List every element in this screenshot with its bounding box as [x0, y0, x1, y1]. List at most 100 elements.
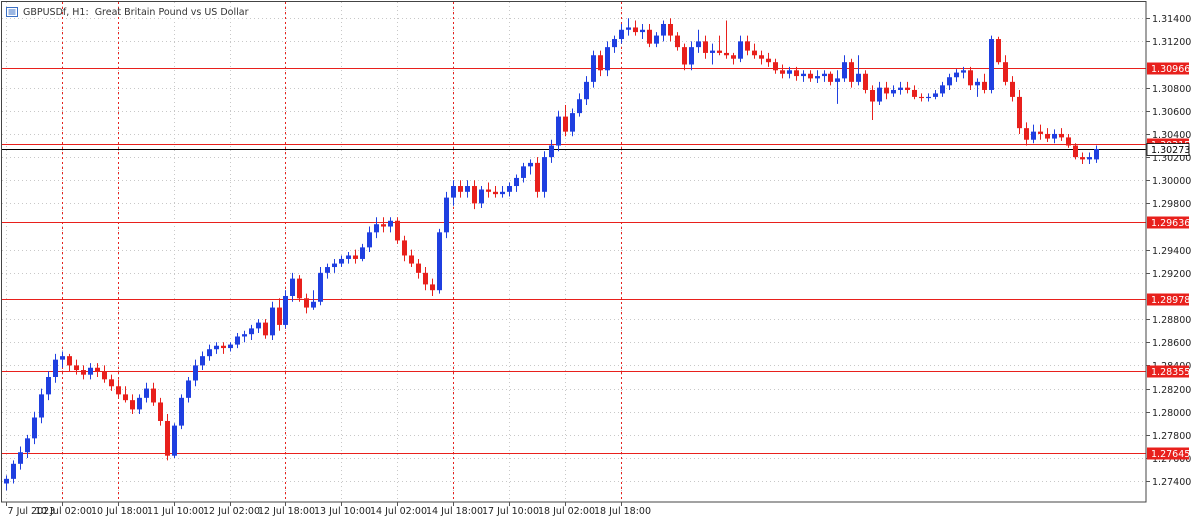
candle-body — [849, 62, 854, 82]
chart-header: GBPUSDf, H1: Great Britain Pound vs US D… — [6, 5, 248, 19]
candle-body — [32, 417, 37, 439]
candle-body — [458, 186, 463, 192]
candle-body — [1052, 133, 1057, 139]
y-tick-label: 1.29200 — [1152, 269, 1191, 280]
x-tick-label: 17 Jul 10:00 — [482, 506, 539, 517]
candle-body — [144, 388, 149, 398]
candle-body — [605, 47, 610, 71]
candle-body — [514, 177, 519, 187]
candle-body — [137, 397, 142, 410]
candle-body — [430, 284, 435, 291]
candle-body — [835, 78, 840, 82]
candle-body — [290, 278, 295, 296]
candle-body — [1017, 96, 1022, 129]
candle-body — [521, 166, 526, 178]
candle-body — [46, 377, 51, 395]
candle-body — [717, 50, 722, 53]
candle-body — [81, 370, 86, 375]
candle-body — [752, 50, 757, 56]
candle-body — [912, 89, 917, 97]
price-level-label-box — [1147, 365, 1189, 378]
candle-body — [745, 41, 750, 51]
candle-body — [381, 224, 386, 227]
candle-body — [158, 402, 163, 421]
price-level-label-box — [1147, 293, 1189, 306]
candle-body — [598, 55, 603, 71]
candle-body — [256, 322, 261, 329]
x-tick-label: 14 Jul 02:00 — [370, 506, 427, 517]
candle-body — [214, 345, 219, 350]
candle-body — [842, 62, 847, 79]
candle-body — [486, 189, 491, 192]
candle-body — [263, 322, 268, 336]
candle-body — [1059, 133, 1064, 138]
candle-body — [200, 356, 205, 366]
candle-body — [402, 240, 407, 256]
candle-body — [437, 232, 442, 291]
candle-body — [612, 39, 617, 48]
candle-body — [311, 301, 316, 308]
y-tick-label: 1.27400 — [1152, 477, 1191, 488]
candle-body — [451, 186, 456, 198]
candle-body — [884, 87, 889, 94]
candle-body — [18, 452, 23, 464]
candle-body — [989, 39, 994, 90]
candle-body — [808, 73, 813, 79]
candle-body — [283, 295, 288, 325]
price-level-label: 1.28978 — [1151, 295, 1190, 306]
y-tick-label: 1.28000 — [1152, 408, 1191, 419]
candle-body — [67, 356, 72, 366]
candle-body — [863, 73, 868, 90]
candle-body — [542, 157, 547, 192]
candle-body — [270, 307, 275, 336]
x-tick-label: 12 Jul 02:00 — [203, 506, 260, 517]
candle-body — [947, 77, 952, 86]
candle-body — [759, 55, 764, 59]
price-level-label-box — [1147, 62, 1189, 75]
candle-body — [563, 116, 568, 132]
candle-body — [39, 394, 44, 418]
candle-body — [11, 463, 16, 479]
symbol-description: Great Britain Pound vs US Dollar — [94, 6, 249, 18]
candle-body — [116, 386, 121, 395]
candle-body — [151, 388, 156, 403]
symbol-label: GBPUSDf, H1: — [23, 6, 89, 18]
candle-body — [703, 41, 708, 53]
plot-frame — [1, 1, 1147, 503]
y-tick-label: 1.29800 — [1152, 199, 1191, 210]
candle-body — [661, 23, 666, 36]
candle-body — [1073, 145, 1078, 158]
candle-body — [577, 99, 582, 114]
candle-body — [109, 379, 114, 387]
candle-body — [780, 70, 785, 74]
candle-body — [696, 41, 701, 48]
x-tick-label: 13 Jul 10:00 — [314, 506, 371, 517]
price-level-label-box — [1147, 447, 1189, 460]
candle-body — [919, 96, 924, 99]
price-level-label: 1.28355 — [1151, 367, 1190, 378]
candle-body — [88, 367, 93, 375]
candle-body — [165, 420, 170, 456]
candle-body — [25, 438, 30, 453]
candle-body — [682, 47, 687, 65]
x-tick-label: 12 Jul 18:00 — [258, 506, 315, 517]
candle-body — [724, 52, 729, 56]
candle-body — [242, 334, 247, 337]
chart-menu-icon[interactable] — [6, 7, 18, 17]
candle-body — [815, 76, 820, 79]
price-axis: 1.31400 1.31200 1.30800 1.30600 1.30400 1.302… — [1146, 14, 1191, 488]
y-tick-label: 1.30800 — [1152, 84, 1191, 95]
candle-body — [374, 224, 379, 233]
candle-body — [535, 162, 540, 192]
session-separators-layer — [62, 2, 622, 502]
candle-body — [710, 50, 715, 53]
candle-body — [353, 255, 358, 259]
candle-body — [472, 186, 477, 204]
candle-body — [332, 263, 337, 268]
candle-body — [870, 89, 875, 102]
candle-body — [1003, 62, 1008, 82]
candle-body — [500, 191, 505, 195]
